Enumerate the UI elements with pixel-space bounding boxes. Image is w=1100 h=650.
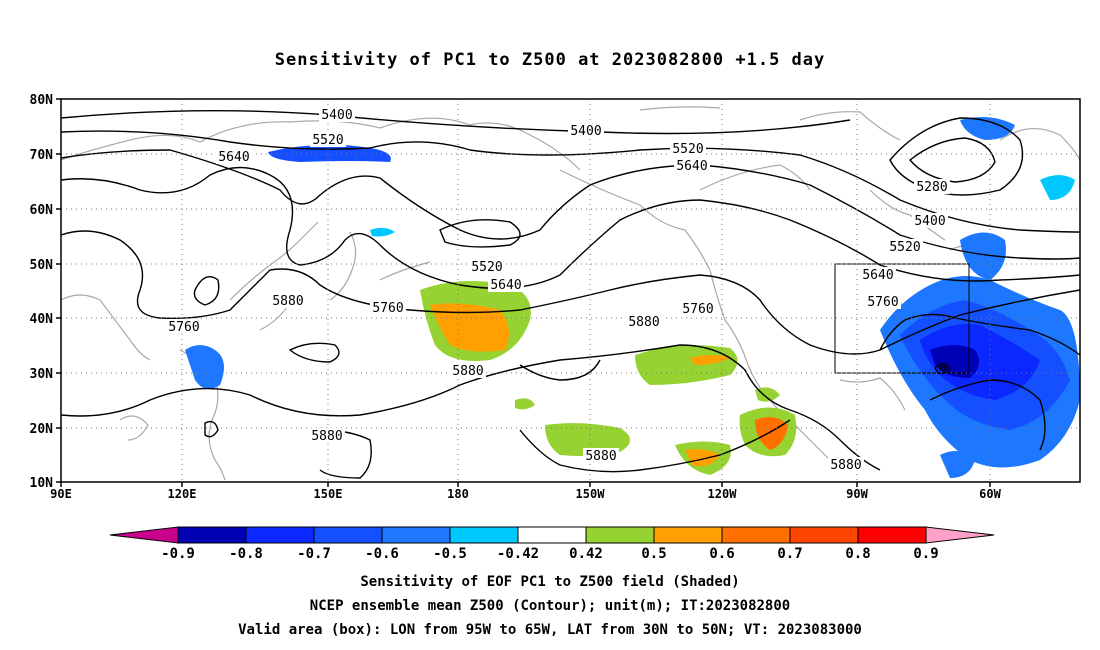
lat-label: 40N [30,312,54,327]
contour-label: 5640 [218,150,249,165]
lat-label: 20N [30,422,54,437]
contour-label: 5880 [628,315,659,330]
contour-label-bg [583,448,619,463]
lon-label: 180 [447,487,469,501]
contour-label-bg [319,107,355,122]
contour-label: 5640 [676,159,707,174]
contour-label: 5880 [585,449,616,464]
colorbar-label: 0.7 [777,546,802,562]
contour-label: 5280 [916,180,947,195]
colorbar-label: -0.5 [433,546,467,562]
colorbar-label: 0.42 [569,546,603,562]
map-title: Sensitivity of PC1 to Z500 at 2023082800… [274,50,826,70]
contour-label: 5760 [682,302,713,317]
contour-label-bg [828,457,864,472]
lat-label: 30N [30,367,54,382]
contour-label: 5400 [321,108,352,123]
contour-label-bg [216,149,252,164]
colorbar-label: -0.42 [497,546,539,562]
colorbar-label: -0.8 [229,546,263,562]
sensitivity-shading [185,116,1080,478]
contour-label: 5520 [312,133,343,148]
contour-label: 5520 [889,240,920,255]
contour-label: 5520 [672,142,703,157]
colorbar-label: -0.7 [297,546,331,562]
lat-label: 60N [30,203,54,218]
colorbar-swatch [585,526,655,544]
lon-label: 120E [168,487,197,501]
z500-contours [61,109,1080,479]
contour-label-bg [270,293,306,308]
colorbar-swatch [449,526,519,544]
contour-label-bg [166,319,202,334]
colorbar-label: 0.9 [913,546,938,562]
contour-label-bg [674,158,710,173]
contour-label-bg [310,132,346,147]
contour-label: 5640 [490,278,521,293]
colorbar-label: 0.6 [709,546,734,562]
contour-label: 5400 [570,124,601,139]
lon-label: 120W [708,487,738,501]
contour-label-bg [370,300,406,315]
lat-label: 50N [30,258,54,273]
plot-frame [60,98,1081,483]
lon-label: 150W [576,487,606,501]
colorbar-high-arrow [925,526,995,544]
colorbar-label: 0.5 [641,546,666,562]
lat-label: 10N [30,476,54,491]
contour-label-bg [450,363,486,378]
colorbar-swatch [789,526,859,544]
contour-label-bg [912,213,948,228]
contour-label-bg [887,239,923,254]
contour-labels: 5400 5400 5520 5520 5640 5640 5280 5400 5520 5520… [166,107,950,473]
contour-label: 5640 [862,268,893,283]
colorbar: -0.9 -0.8 -0.7 -0.6 -0.5 -0.42 0.42 0.5 0.6 0.7 0.… [109,526,995,562]
lat-label: 70N [30,148,54,163]
contour-label: 5880 [452,364,483,379]
colorbar-swatch [381,526,451,544]
contour-label-bg [469,259,505,274]
colorbar-swatch [653,526,723,544]
contour-label: 5880 [311,429,342,444]
colorbar-label: -0.9 [161,546,195,562]
lat-label: 80N [30,93,54,108]
contour-label: 5400 [914,214,945,229]
contour-label: 5520 [471,260,502,275]
colorbar-swatch [177,526,247,544]
contour-label-bg [626,314,662,329]
colorbar-swatch [245,526,315,544]
colorbar-swatch [517,526,587,544]
contour-label-bg [865,294,901,309]
contour-label-bg [914,179,950,194]
colorbar-label: 0.8 [845,546,870,562]
lon-label: 150E [314,487,343,501]
lon-label: 90E [50,487,72,501]
contour-label-bg [309,428,345,443]
contour-label-bg [670,141,706,156]
colorbar-label: -0.6 [365,546,399,562]
lon-label: 60W [979,487,1001,501]
caption-line-1: Sensitivity of EOF PC1 to Z500 field (Sh… [360,574,740,590]
caption-line-3: Valid area (box): LON from 95W to 65W, L… [238,622,862,638]
contour-label-bg [680,301,716,316]
contour-label-bg [568,123,604,138]
contour-label: 5760 [372,301,403,316]
colorbar-swatch [313,526,383,544]
contour-label: 5880 [272,294,303,309]
contour-label: 5760 [168,320,199,335]
contour-label: 5760 [867,295,898,310]
caption-line-2: NCEP ensemble mean Z500 (Contour); unit(… [309,598,791,614]
contour-label-bg [488,277,524,292]
contour-label: 5880 [830,458,861,473]
colorbar-low-arrow [109,526,179,544]
contour-label-bg [860,267,896,282]
colorbar-swatch [721,526,791,544]
lon-label: 90W [846,487,868,501]
colorbar-swatch [857,526,927,544]
